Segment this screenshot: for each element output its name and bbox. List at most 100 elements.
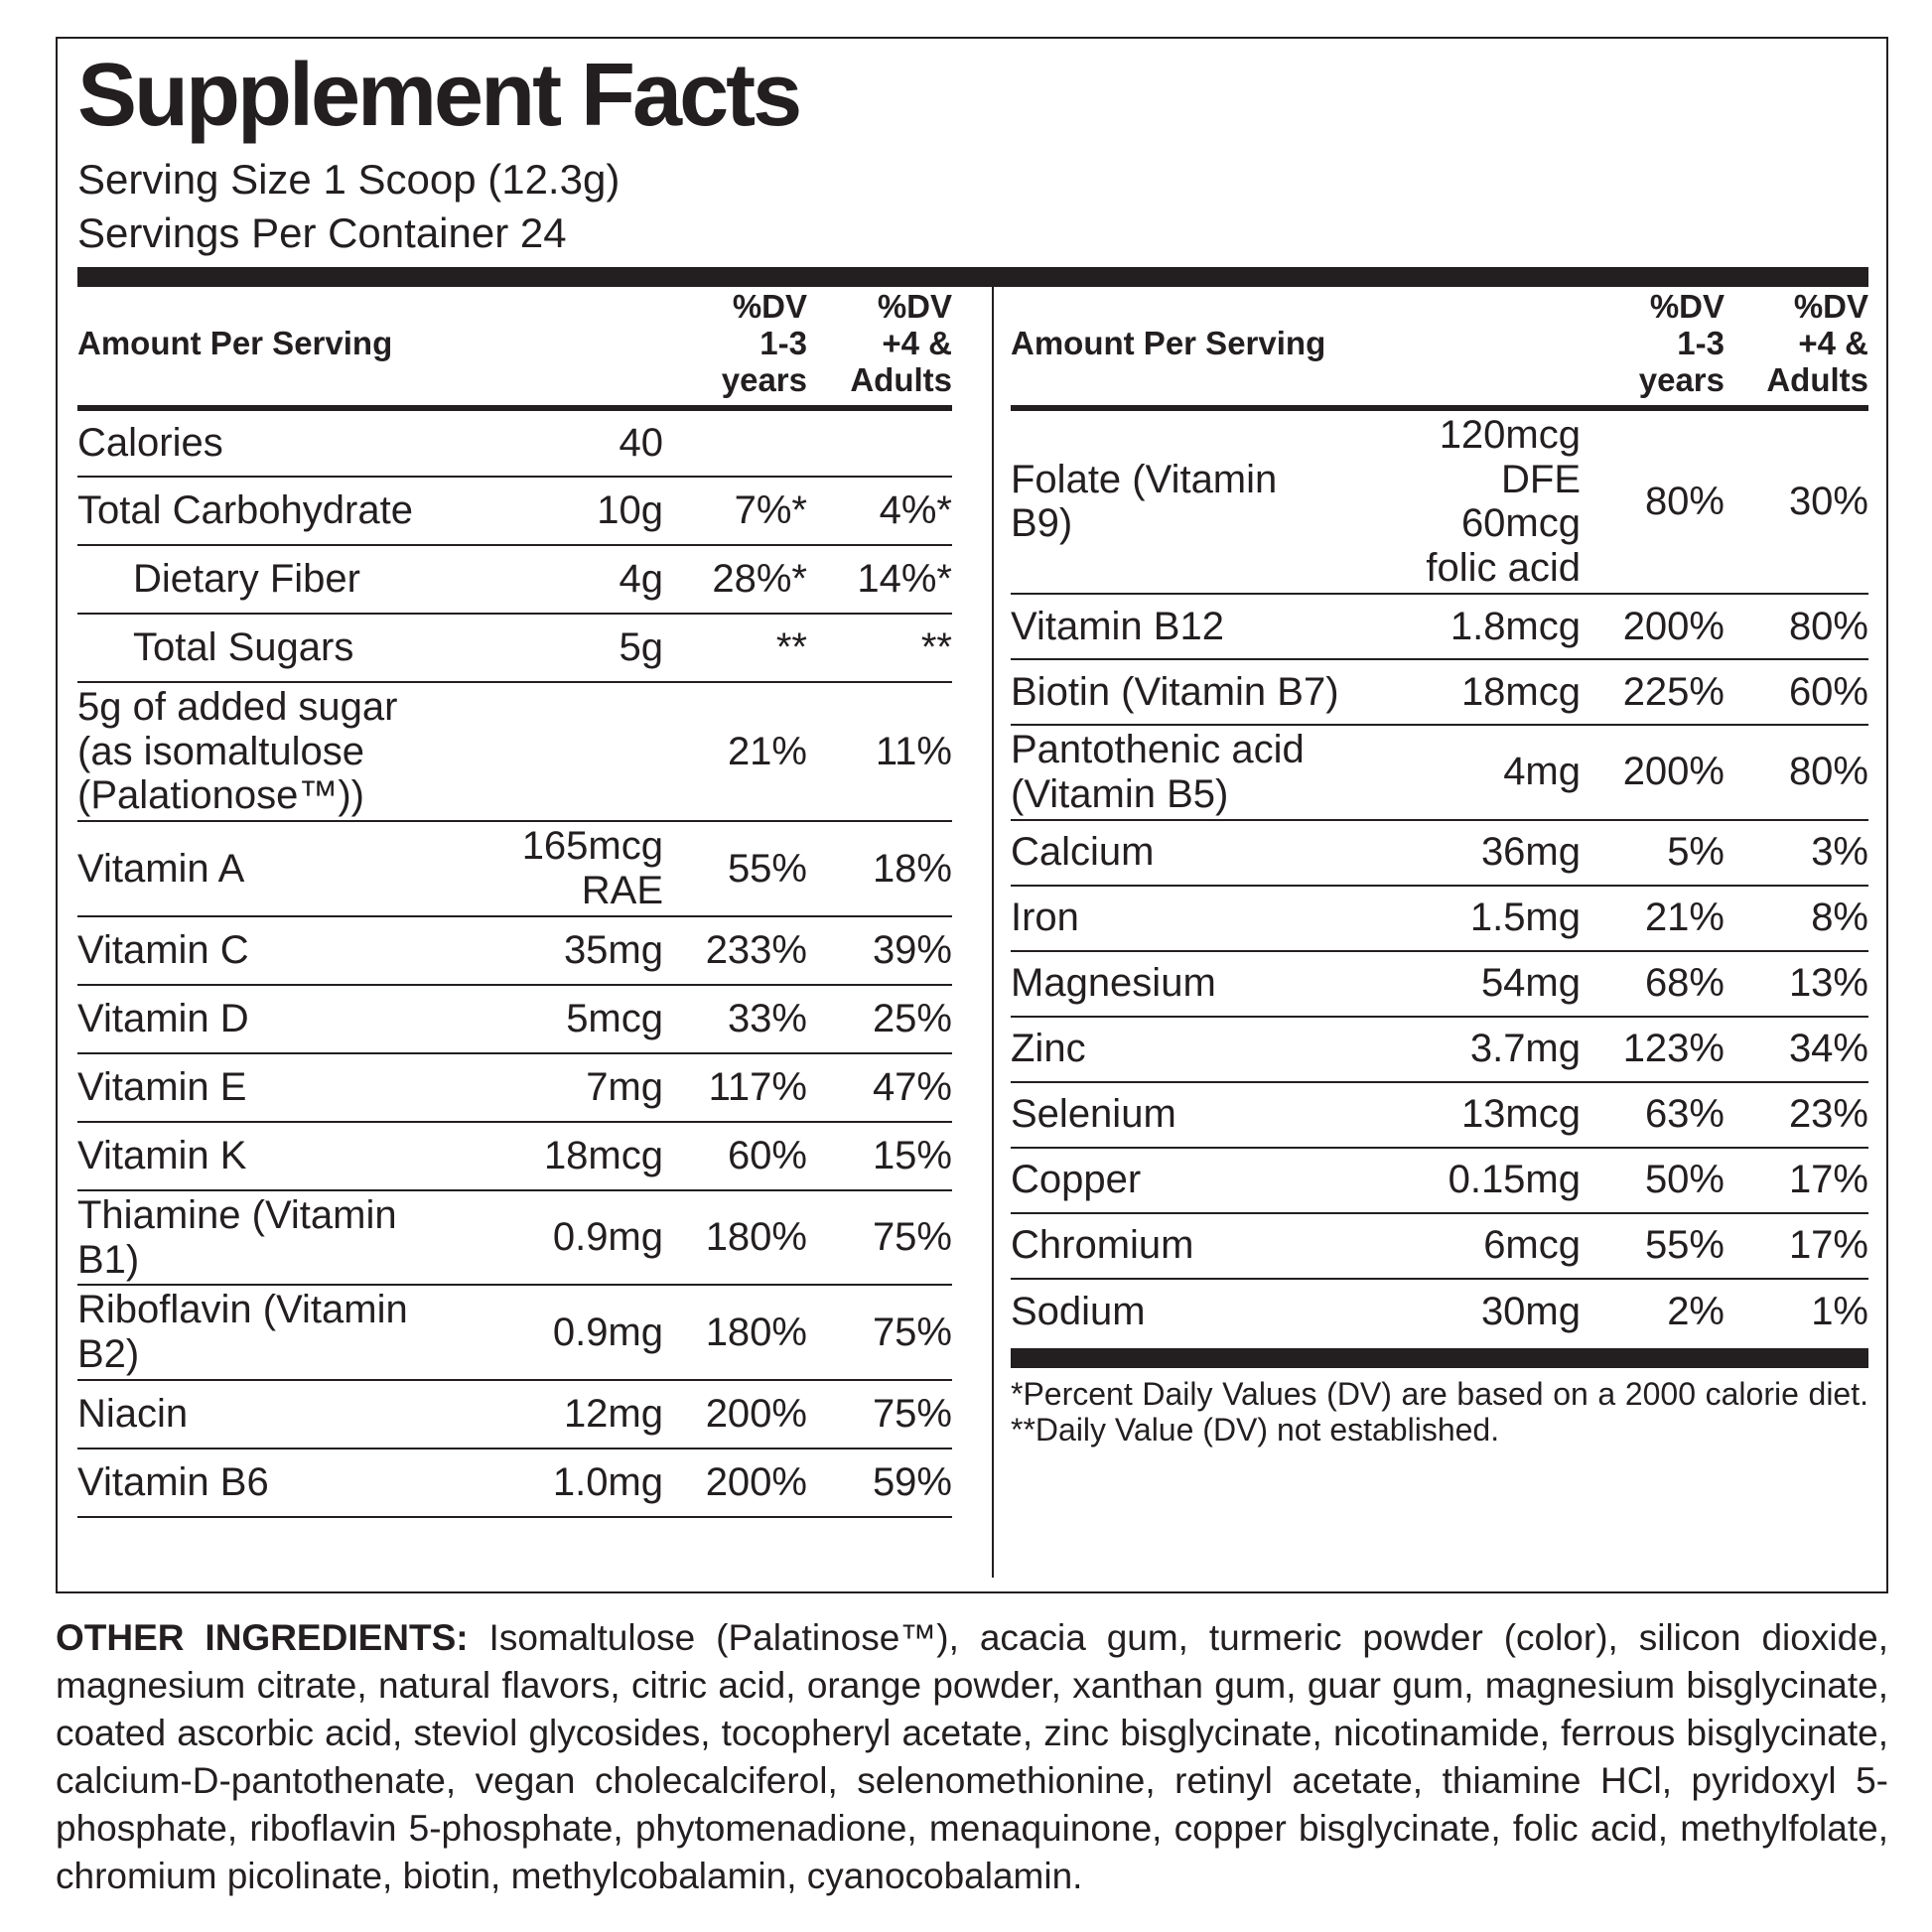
table-body: Calories 40 Total Carbohydrate 10g 7%* 4%* Die…: [77, 407, 952, 1519]
nutrient-row: Calcium 36mg 5% 3%: [1011, 819, 1868, 887]
dv-child: [663, 407, 807, 478]
dv-adult: 34%: [1725, 1016, 1868, 1083]
amount: 54mg: [1341, 950, 1581, 1018]
nutrient-row: Vitamin E 7mg 117% 47%: [77, 1052, 952, 1123]
amount: 1.0mg: [424, 1449, 663, 1519]
nutrient-name: Vitamin C: [77, 915, 425, 986]
dv-adult: 8%: [1725, 885, 1868, 952]
servings-per-container: Servings Per Container 24: [77, 209, 567, 256]
nutrient-row: Sodium 30mg 2% 1%: [1011, 1279, 1868, 1344]
dv-child: 28%*: [663, 544, 807, 615]
dv-child: 60%: [663, 1121, 807, 1191]
dv-adult: 25%: [807, 984, 952, 1054]
dv-child: 200%: [663, 1449, 807, 1519]
right-table-holder: Amount Per Serving %DV 1-3 years %DV +4 & …: [1011, 287, 1868, 1344]
right-table-pane: Amount Per Serving %DV 1-3 years %DV +4 & …: [1011, 287, 1868, 1449]
nutrient-name: Dietary Fiber: [77, 544, 425, 615]
ingredients-text: Isomaltulose (Palatinose™), acacia gum, …: [56, 1617, 1889, 1896]
nutrient-name: Magnesium: [1011, 950, 1342, 1018]
column-header: %DV +4 & Adults: [1725, 287, 1868, 411]
dv-child: 55%: [663, 821, 807, 917]
facts-table: Amount Per Serving %DV 1-3 years %DV +4 & …: [1011, 287, 1868, 1344]
nutrient-row: Vitamin B6 1.0mg 200% 59%: [77, 1449, 952, 1519]
nutrient-name: Vitamin D: [77, 984, 425, 1054]
amount: 7mg: [424, 1052, 663, 1123]
amount: 4g: [424, 544, 663, 615]
nutrient-row: Folate (Vitamin B9) 120mcg DFE 60mcg foli…: [1011, 407, 1868, 596]
dv-adult: [807, 407, 952, 478]
dv-adult: 3%: [1725, 819, 1868, 887]
title: Supplement Facts: [77, 46, 802, 145]
amount: 13mcg: [1341, 1081, 1581, 1149]
amount: 1.8mcg: [1341, 594, 1581, 661]
table-body: Folate (Vitamin B9) 120mcg DFE 60mcg foli…: [1011, 407, 1868, 1344]
amount: [424, 681, 663, 823]
nutrient-row: Dietary Fiber 4g 28%* 14%*: [77, 544, 952, 615]
dv-adult: 11%: [807, 681, 952, 823]
dv-child: 200%: [1581, 725, 1725, 821]
nutrient-row: Thiamine (Vitamin B1) 0.9mg 180% 75%: [77, 1189, 952, 1287]
amount: 40: [424, 407, 663, 478]
nutrient-name: Biotin (Vitamin B7): [1011, 659, 1342, 727]
nutrient-row: Total Sugars 5g ** **: [77, 613, 952, 683]
dv-child: 7%*: [663, 476, 807, 546]
dv-adult: 14%*: [807, 544, 952, 615]
nutrient-name: Chromium: [1011, 1212, 1342, 1280]
amount: 0.9mg: [424, 1189, 663, 1287]
dv-child: 63%: [1581, 1081, 1725, 1149]
dv-child: 68%: [1581, 950, 1725, 1018]
thick-rule: [77, 267, 1868, 287]
amount: 12mg: [424, 1380, 663, 1450]
amount: 18mcg: [424, 1121, 663, 1191]
nutrient-row: Vitamin K 18mcg 60% 15%: [77, 1121, 952, 1191]
amount: 1.5mg: [1341, 885, 1581, 952]
dv-child: 180%: [663, 1285, 807, 1382]
nutrient-name: Folate (Vitamin B9): [1011, 407, 1342, 596]
nutrient-row: Calories 40: [77, 407, 952, 478]
nutrient-row: Copper 0.15mg 50% 17%: [1011, 1147, 1868, 1214]
dv-child: 233%: [663, 915, 807, 986]
dv-child: 180%: [663, 1189, 807, 1287]
dv-adult: 59%: [807, 1449, 952, 1519]
nutrient-row: Magnesium 54mg 68% 13%: [1011, 950, 1868, 1018]
header-row: Amount Per Serving %DV 1-3 years %DV +4 & …: [77, 287, 952, 411]
dv-child: 55%: [1581, 1212, 1725, 1280]
amount: 4mg: [1341, 725, 1581, 821]
dv-adult: 23%: [1725, 1081, 1868, 1149]
nutrient-name: Iron: [1011, 885, 1342, 952]
dv-child: 21%: [1581, 885, 1725, 952]
dv-adult: 47%: [807, 1052, 952, 1123]
nutrient-name: Total Carbohydrate: [77, 476, 425, 546]
amount: 18mcg: [1341, 659, 1581, 727]
nutrient-name: Copper: [1011, 1147, 1342, 1214]
nutrient-row: Niacin 12mg 200% 75%: [77, 1380, 952, 1450]
amount: 165mcg RAE: [424, 821, 663, 917]
nutrient-row: Vitamin C 35mg 233% 39%: [77, 915, 952, 986]
nutrient-row: Pantothenic acid (Vitamin B5) 4mg 200% 80%: [1011, 725, 1868, 821]
amount: 5mcg: [424, 984, 663, 1054]
footnote: *Percent Daily Values (DV) are based on …: [1011, 1375, 1868, 1449]
nutrient-name: Vitamin A: [77, 821, 425, 917]
nutrient-name: 5g of added sugar (as isomaltulose (Pala…: [77, 681, 425, 823]
nutrient-name: Vitamin B6: [77, 1449, 425, 1519]
column-divider: [992, 287, 994, 1578]
dv-adult: 60%: [1725, 659, 1868, 727]
nutrient-name: Total Sugars: [77, 613, 425, 683]
dv-adult: 30%: [1725, 407, 1868, 596]
amount: 6mcg: [1341, 1212, 1581, 1280]
dv-adult: 75%: [807, 1380, 952, 1450]
dv-adult: 4%*: [807, 476, 952, 546]
column-header: %DV +4 & Adults: [807, 287, 952, 411]
nutrient-row: Biotin (Vitamin B7) 18mcg 225% 60%: [1011, 659, 1868, 727]
amount: 10g: [424, 476, 663, 546]
nutrient-name: Calories: [77, 407, 425, 478]
nutrient-row: Iron 1.5mg 21% 8%: [1011, 885, 1868, 952]
column-header: Amount Per Serving: [77, 287, 663, 411]
dv-child: 80%: [1581, 407, 1725, 596]
facts-table: Amount Per Serving %DV 1-3 years %DV +4 & …: [77, 287, 952, 1519]
nutrient-row: Vitamin D 5mcg 33% 25%: [77, 984, 952, 1054]
amount: 35mg: [424, 915, 663, 986]
ingredients-label: OTHER INGREDIENTS:: [56, 1617, 469, 1658]
dv-child: 117%: [663, 1052, 807, 1123]
amount: 36mg: [1341, 819, 1581, 887]
